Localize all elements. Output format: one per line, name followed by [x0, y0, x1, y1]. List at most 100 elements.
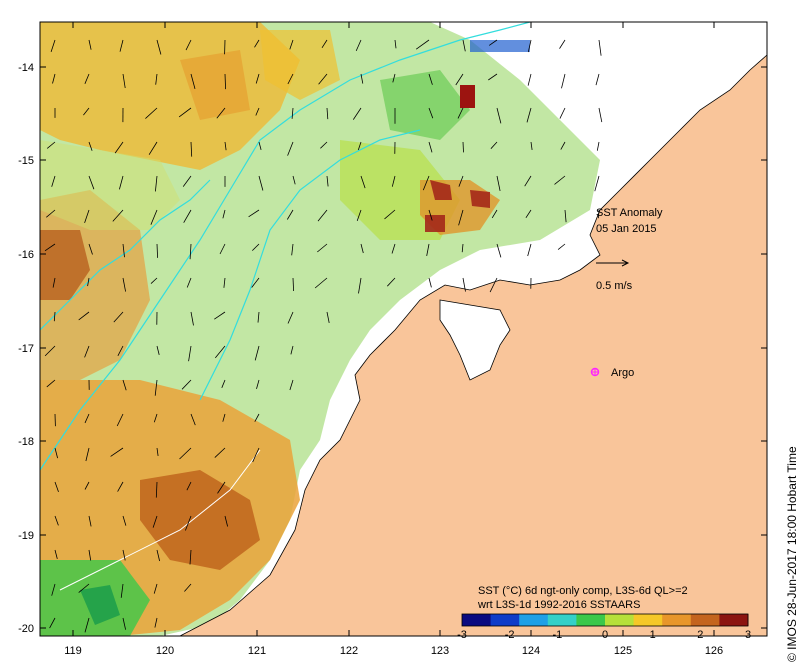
- current-vector: [394, 39, 397, 49]
- current-vector: [317, 209, 328, 222]
- colorbar-tick-label: 0: [602, 629, 608, 641]
- current-vector: [122, 617, 126, 630]
- current-vector: [190, 141, 193, 157]
- current-vector: [54, 447, 58, 459]
- current-vector: [254, 413, 260, 422]
- current-vector: [291, 107, 294, 119]
- current-vector: [120, 583, 124, 598]
- current-vector: [214, 345, 226, 359]
- current-vector: [317, 243, 328, 253]
- current-vector: [392, 73, 396, 83]
- current-vector: [252, 243, 260, 251]
- current-vector: [185, 39, 192, 51]
- current-vector: [559, 107, 566, 119]
- current-vector: [78, 583, 90, 593]
- current-vector: [88, 243, 93, 255]
- current-vector: [154, 617, 158, 628]
- current-vector: [560, 141, 566, 150]
- current-vector: [286, 209, 294, 220]
- colorbar-title-line2: wrt L3S-1d 1992-2016 SSTAARS: [477, 599, 640, 611]
- colorbar-segment: [462, 614, 492, 626]
- current-vector: [44, 345, 56, 357]
- current-vector: [46, 141, 56, 149]
- y-tick-label: -14: [18, 62, 34, 74]
- current-vector: [491, 209, 498, 219]
- colorbar-segment: [547, 614, 577, 626]
- current-vector: [224, 73, 226, 90]
- current-vector: [87, 277, 90, 287]
- argo-marker: [590, 367, 600, 377]
- current-vector: [84, 209, 90, 224]
- current-vector: [258, 175, 264, 191]
- current-vector: [186, 481, 192, 491]
- current-vector: [119, 39, 124, 52]
- current-vector: [222, 209, 226, 219]
- current-vector: [117, 481, 124, 492]
- current-vector: [455, 73, 464, 86]
- current-vector: [122, 277, 126, 292]
- current-vector: [44, 243, 56, 252]
- current-vectors: [44, 39, 603, 633]
- current-vector: [189, 243, 192, 260]
- current-vector: [598, 209, 600, 219]
- argo-label: Argo: [611, 367, 634, 379]
- current-vector: [358, 277, 362, 294]
- current-vector: [183, 209, 192, 223]
- current-vector: [428, 73, 433, 85]
- current-vector: [155, 481, 158, 498]
- sst-anomaly-field: [40, 22, 600, 636]
- current-vector: [156, 549, 160, 562]
- current-vector: [525, 209, 532, 219]
- vector-scale-arrow: [596, 259, 630, 267]
- current-vector: [554, 175, 566, 185]
- current-vector: [153, 583, 158, 594]
- current-vector: [119, 175, 124, 190]
- current-vector: [290, 345, 294, 355]
- current-vector: [224, 515, 228, 527]
- current-vector: [54, 481, 59, 493]
- current-vector: [186, 277, 192, 288]
- current-vector: [314, 277, 328, 289]
- current-vector: [85, 447, 90, 462]
- current-vector: [219, 243, 226, 255]
- colorbar-tick-label: -2: [505, 629, 515, 641]
- boundary-line: [59, 449, 261, 591]
- colorbar-segment: [633, 614, 663, 626]
- colorbar: -3 -2 -1 0 1 2 3: [457, 613, 751, 641]
- x-tick-label: 126: [705, 645, 723, 657]
- y-tick-label: -19: [18, 530, 34, 542]
- current-vector: [489, 277, 498, 293]
- map-date: 05 Jan 2015: [596, 223, 657, 235]
- current-vector: [391, 243, 396, 254]
- current-vector: [559, 39, 566, 49]
- colorbar-segment: [662, 614, 692, 626]
- current-vector: [292, 277, 294, 292]
- current-vector: [360, 73, 364, 84]
- current-vector: [326, 175, 329, 187]
- current-vector: [188, 345, 192, 362]
- current-vector: [224, 141, 227, 151]
- current-vector: [155, 73, 158, 85]
- current-vector: [462, 277, 466, 292]
- current-vector: [255, 73, 260, 84]
- current-vector: [598, 39, 602, 56]
- current-vector: [426, 243, 430, 256]
- vector-scale-label: 0.5 m/s: [596, 280, 633, 292]
- current-vector: [326, 107, 329, 120]
- current-vector: [595, 73, 600, 86]
- current-vector: [391, 175, 396, 187]
- current-vector: [596, 141, 600, 151]
- current-vector: [291, 243, 294, 256]
- current-vector: [292, 175, 296, 185]
- current-vector: [256, 379, 260, 390]
- current-vector: [462, 141, 464, 153]
- current-vector: [78, 311, 90, 321]
- current-vector: [594, 175, 600, 192]
- x-tick-label: 123: [431, 645, 449, 657]
- y-axis: -14 -15 -16 -17 -18 -19 -20: [18, 62, 767, 635]
- current-vector: [184, 583, 192, 592]
- current-vector: [156, 447, 159, 456]
- current-vector: [428, 141, 433, 153]
- current-vector: [148, 141, 158, 155]
- y-tick-label: -15: [18, 155, 34, 167]
